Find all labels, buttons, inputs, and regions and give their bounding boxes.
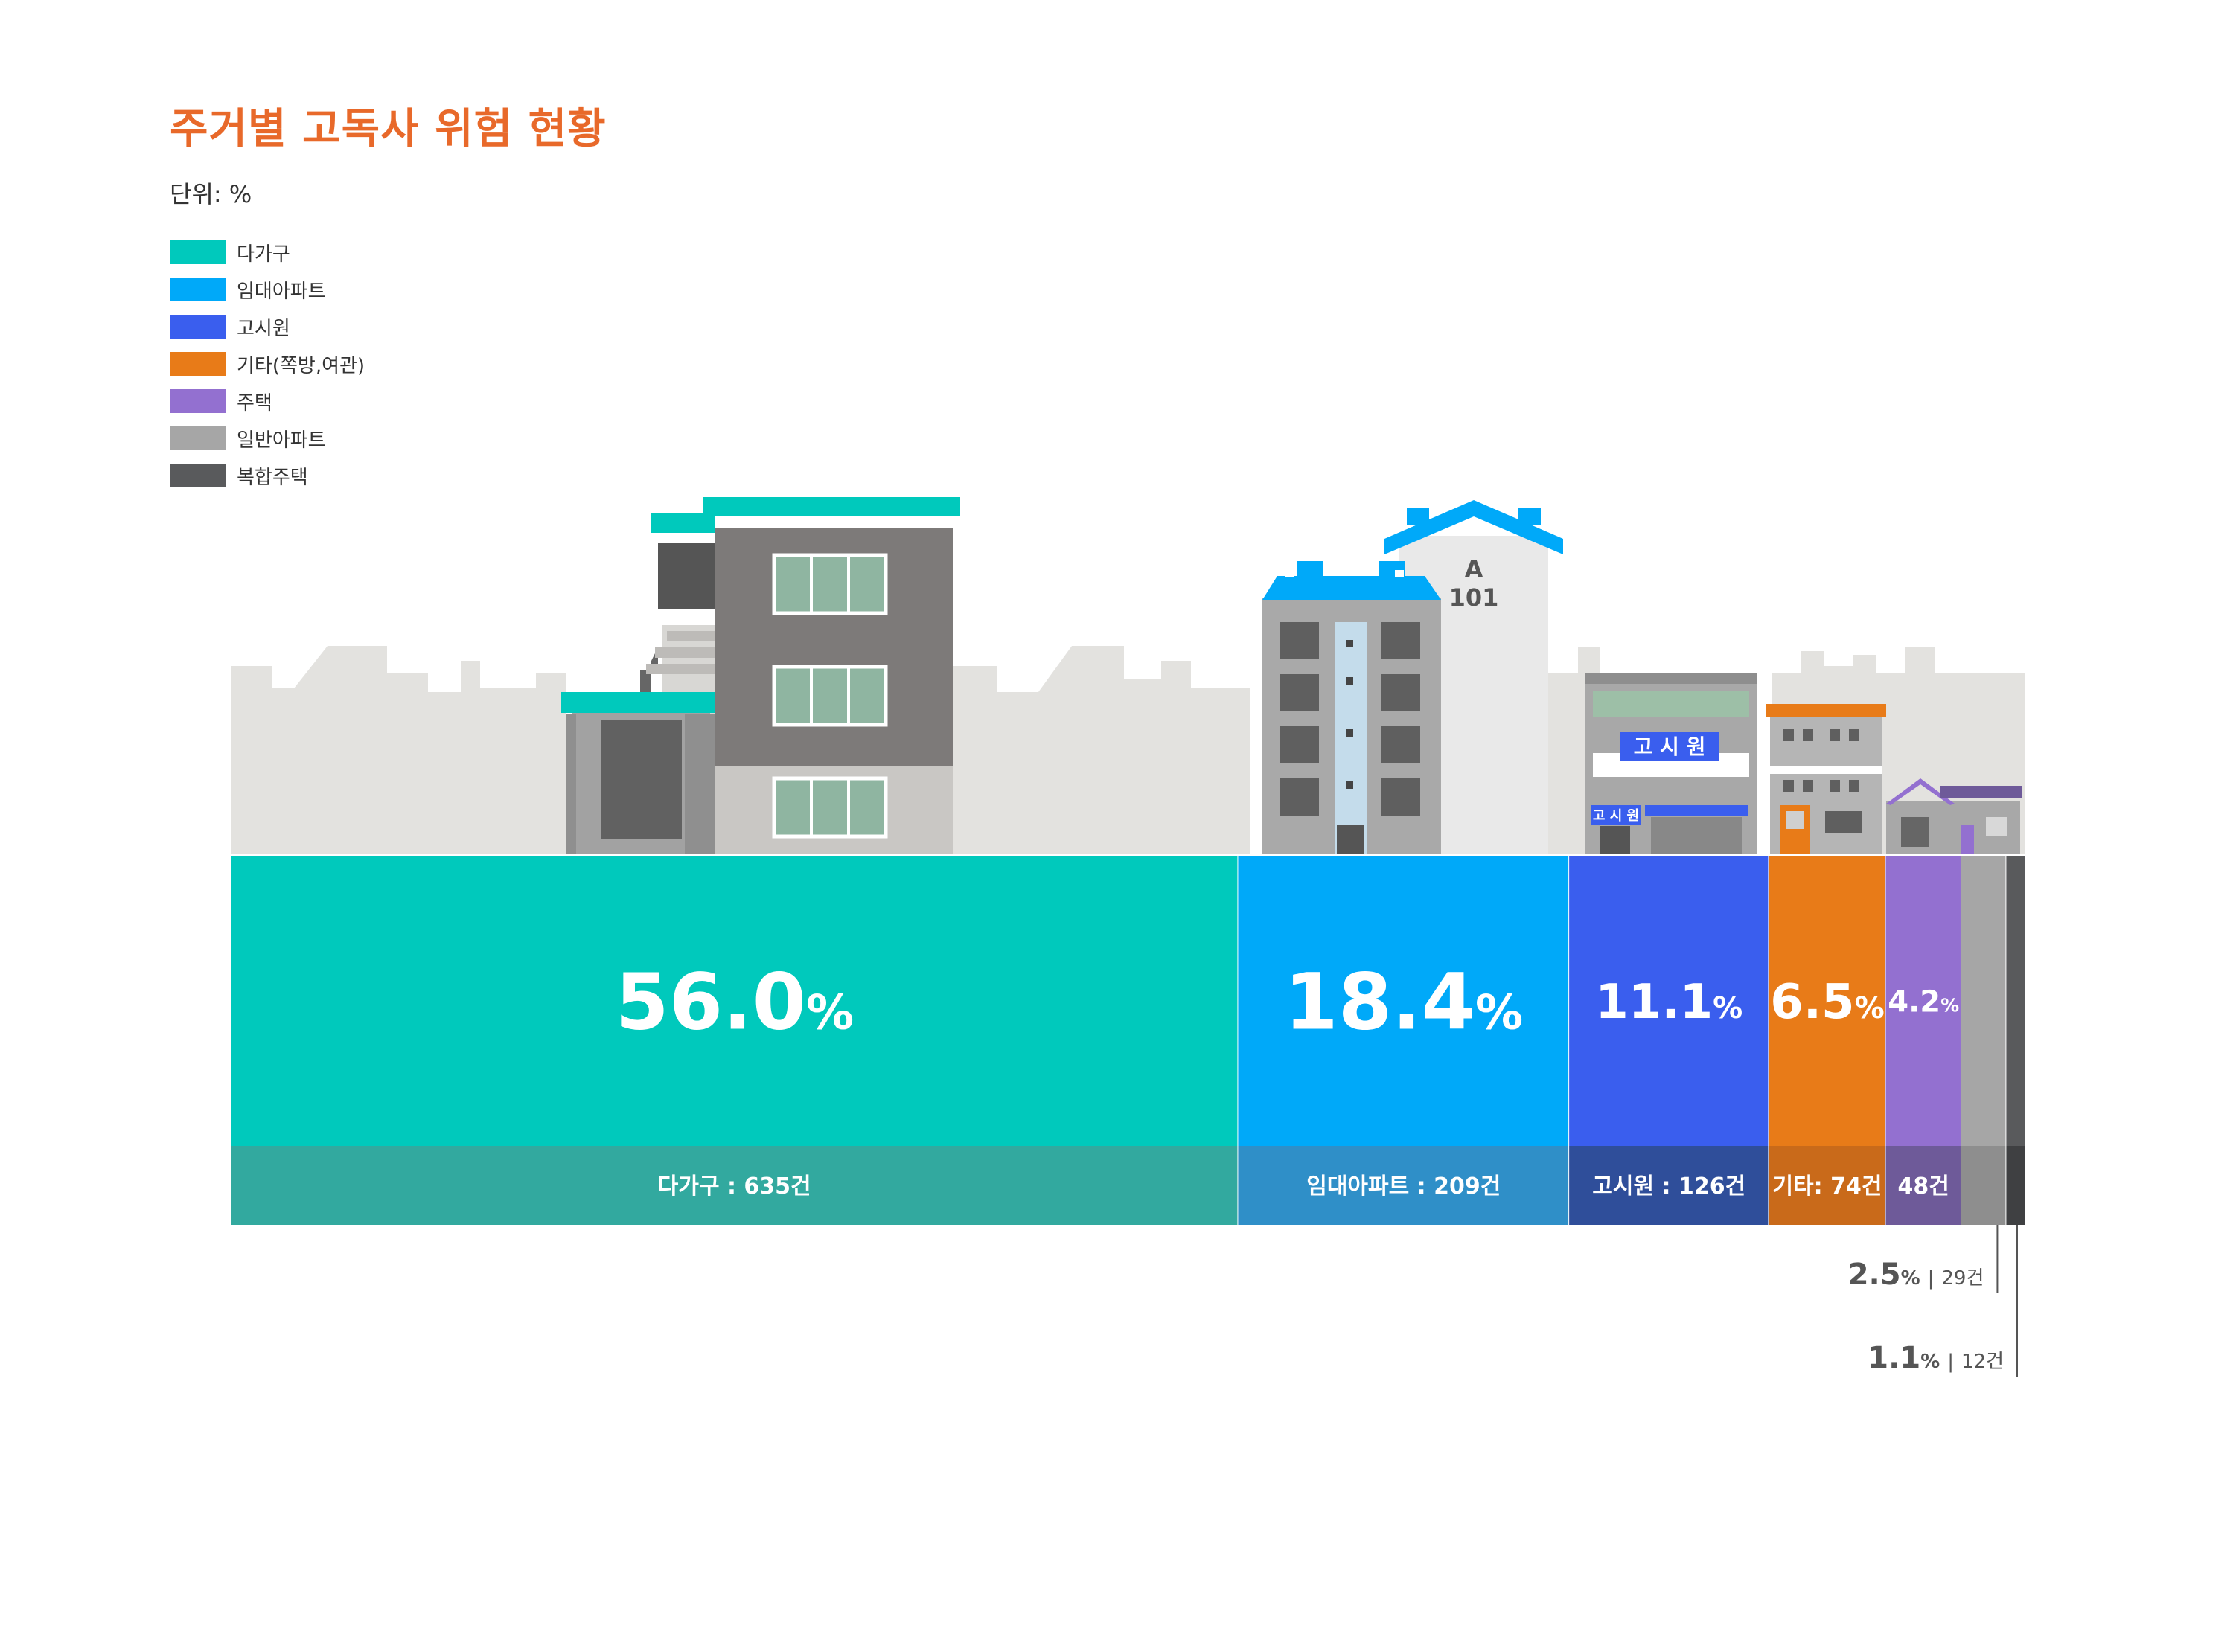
percent-label: 56.0% <box>615 956 854 1047</box>
legend-label: 고시원 <box>237 317 290 340</box>
legend-swatch <box>170 426 226 450</box>
count-band <box>1961 1146 2007 1225</box>
building-label-number: 101 <box>1449 583 1499 612</box>
rental-apartment-illustration: A 101 <box>1262 500 1563 854</box>
legend-item: 주택 <box>170 382 365 420</box>
gosiwon-sign: 고 시 원 <box>1634 734 1706 759</box>
bar-segment <box>1885 856 1961 1146</box>
callout-percent-value: 1.1 <box>1868 1341 1920 1375</box>
bar-segment <box>1238 856 1570 1146</box>
legend-label: 일반아파트 <box>237 429 326 452</box>
percent-sign: % <box>1475 985 1523 1040</box>
callout-count: 12건 <box>1961 1351 2004 1373</box>
percent-label: 18.4% <box>1284 956 1523 1047</box>
legend-label: 기타(쪽방,여관) <box>237 354 365 377</box>
legend-item: 임대아파트 <box>170 271 365 308</box>
legend-swatch <box>170 315 226 339</box>
callout-percent-sign: % <box>1901 1267 1920 1290</box>
count-label: 임대아파트 : 209건 <box>1306 1174 1501 1200</box>
count-band <box>1885 1146 1961 1225</box>
chart-title: 주거별 고독사 위험 현황 <box>170 105 607 153</box>
percent-sign: % <box>1940 994 1959 1016</box>
percent-label: 4.2% <box>1888 985 1959 1019</box>
percent-sign: % <box>1713 991 1742 1025</box>
legend-swatch <box>170 278 226 301</box>
bar-segment <box>231 856 1239 1146</box>
percent-value: 6.5 <box>1770 975 1854 1030</box>
bar-segment <box>2006 856 2026 1146</box>
small-value-callouts: 2.5% | 29건 1.1% | 12건 <box>1848 1225 2018 1377</box>
legend-item: 다가구 <box>170 234 365 271</box>
callout-label: 1.1% | 12건 <box>1868 1341 2004 1375</box>
callout-count: 29건 <box>1941 1267 1984 1290</box>
percent-value: 56.0 <box>615 956 806 1047</box>
count-band <box>231 1146 1239 1225</box>
legend-swatch <box>170 352 226 376</box>
percent-label: 6.5% <box>1770 975 1884 1030</box>
count-band <box>1769 1146 1886 1225</box>
legend-item: 일반아파트 <box>170 420 365 457</box>
gosiwon-small-sign: 고 시 원 <box>1593 808 1639 824</box>
legend-label: 다가구 <box>237 243 290 266</box>
count-label: 다가구 : 635건 <box>658 1174 811 1200</box>
callout-separator: | <box>1947 1351 1954 1373</box>
callout-label: 2.5% | 29건 <box>1848 1258 1984 1292</box>
legend-label: 주택 <box>237 391 272 414</box>
percent-sign: % <box>806 985 854 1040</box>
percent-label: 11.1% <box>1595 975 1742 1030</box>
multifamily-house-illustration <box>561 497 960 854</box>
bar-segment <box>1961 856 2007 1146</box>
bar-segment <box>1769 856 1886 1146</box>
other-housing-illustration <box>1766 704 1886 854</box>
percent-value: 11.1 <box>1595 975 1713 1030</box>
callout-percent-sign: % <box>1920 1351 1940 1373</box>
callout-separator: | <box>1928 1267 1935 1290</box>
unit-label: 단위: % <box>170 180 252 208</box>
legend-swatch <box>170 389 226 413</box>
count-band <box>1569 1146 1769 1225</box>
legend-swatch <box>170 464 226 487</box>
percent-value: 4.2 <box>1888 985 1940 1019</box>
legend-item: 고시원 <box>170 308 365 345</box>
legend-swatch <box>170 240 226 264</box>
building-label-a: A <box>1465 555 1483 583</box>
house-illustration <box>1886 778 2022 854</box>
legend-label: 복합주택 <box>237 466 308 489</box>
percent-value: 18.4 <box>1284 956 1475 1047</box>
stacked-bar-group: 56.0% 다가구 : 635건 18.4% 임대아파트 : 209건 11.1% 고시원… <box>231 856 2027 1225</box>
count-label: 기타: 74건 <box>1772 1174 1882 1200</box>
percent-sign: % <box>1855 991 1885 1025</box>
count-band <box>1238 1146 1570 1225</box>
count-label: 48건 <box>1898 1174 1949 1200</box>
legend-item: 복합주택 <box>170 457 365 494</box>
legend-label: 임대아파트 <box>237 280 326 303</box>
count-label: 고시원 : 126건 <box>1592 1174 1745 1200</box>
gosiwon-illustration: 고 시 원 고 시 원 <box>1585 673 1757 854</box>
callout-percent-value: 2.5 <box>1848 1258 1901 1292</box>
count-band <box>2006 1146 2026 1225</box>
legend-item: 기타(쪽방,여관) <box>170 345 365 382</box>
bar-segment <box>1569 856 1769 1146</box>
